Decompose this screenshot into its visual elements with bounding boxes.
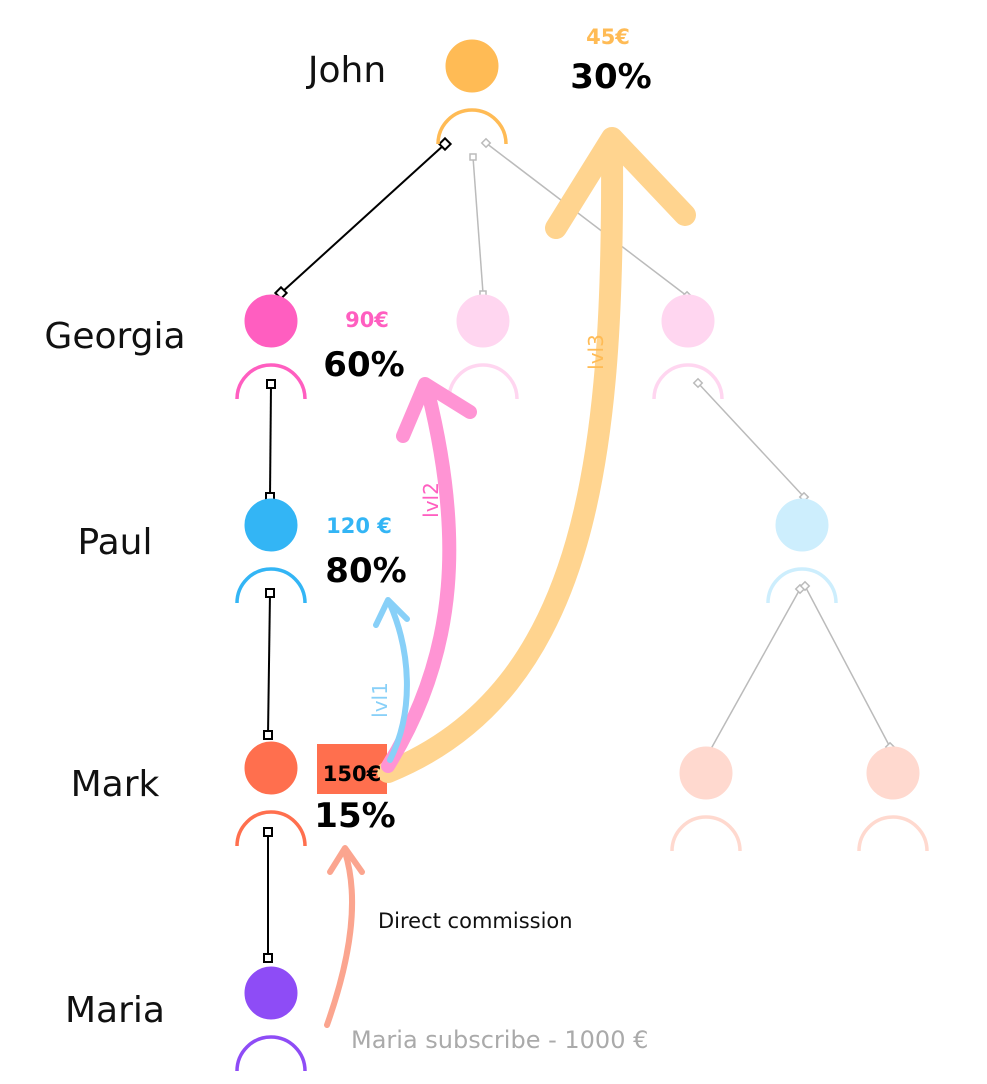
faded-person-icon [670, 745, 742, 853]
mark-name: Mark [71, 764, 160, 805]
direct-arrow [324, 849, 356, 1028]
lvl1-arrow-head [373, 597, 410, 628]
paul-name: Paul [78, 522, 153, 563]
faded-person-icon [447, 293, 519, 401]
lvl3-arrow-head [545, 127, 696, 239]
georgia-amount: 90€ [345, 308, 389, 332]
lvl1-arrow [387, 601, 410, 763]
direct-arrow-head [327, 845, 365, 875]
maria-person-icon [235, 965, 307, 1073]
lvl3-label: lvl3 [584, 334, 608, 370]
lvl3-arrow [377, 137, 624, 783]
john-percent: 30% [570, 57, 651, 97]
paul-person-icon [235, 497, 307, 605]
mark-percent: 15% [314, 796, 395, 836]
mark-amount-highlight [317, 744, 387, 794]
paul-percent: 80% [325, 551, 406, 591]
lvl2-arrow [381, 385, 457, 773]
lvl2-arrow-head [396, 377, 477, 443]
john-person-icon [436, 38, 508, 146]
mark-amount: 150€ [323, 762, 381, 786]
lvl2-label: lvl2 [419, 482, 443, 518]
faded-connectors [469, 137, 896, 762]
maria-name: Maria [65, 990, 165, 1031]
john-amount: 45€ [586, 25, 630, 49]
lvl1-label: lvl1 [368, 682, 392, 718]
georgia-percent: 60% [323, 345, 404, 385]
faded-person-icon [652, 293, 724, 401]
subscription-note: Maria subscribe - 1000 € [351, 1026, 648, 1054]
faded-person-icon [857, 745, 929, 853]
georgia-name: Georgia [44, 316, 185, 357]
direct-commission-label: Direct commission [378, 909, 573, 933]
john-name: John [306, 50, 386, 91]
active-connectors [263, 136, 453, 963]
paul-amount: 120 € [326, 514, 392, 538]
commission-arrows [324, 127, 696, 1028]
